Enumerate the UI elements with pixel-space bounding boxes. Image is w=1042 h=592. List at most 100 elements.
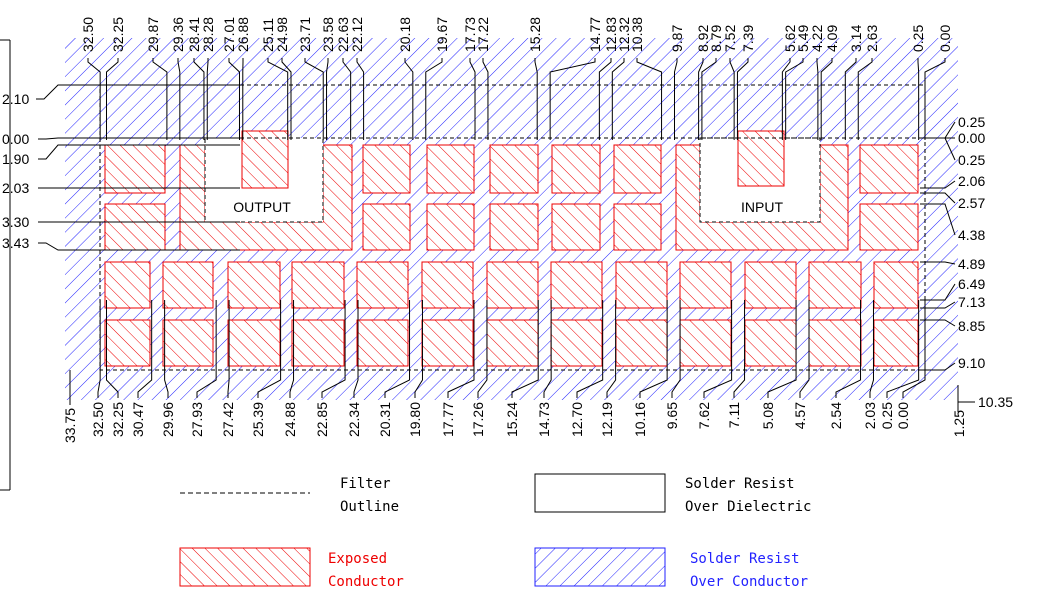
dimension-label: 29.87 [145, 17, 161, 52]
pad [679, 319, 732, 367]
dimension-label: 17.77 [440, 402, 456, 437]
leader-line [356, 58, 365, 140]
dimension-label: 0.25 [879, 402, 895, 429]
pad [362, 203, 411, 251]
leader-line [917, 58, 920, 140]
pad [486, 261, 539, 309]
leader-line [611, 58, 625, 140]
pad [551, 203, 601, 251]
dimension-label: 30.47 [130, 402, 146, 437]
dimension-label: 5.08 [760, 402, 776, 429]
leader-line [543, 300, 552, 398]
port-label: OUTPUT [233, 199, 291, 215]
dimension-label: 2.63 [864, 25, 880, 52]
pad [808, 261, 862, 309]
leader-line [105, 58, 119, 140]
leader-line [576, 300, 604, 398]
dimension-label: 10.38 [629, 17, 645, 52]
pad [162, 261, 214, 309]
leader-line [404, 58, 414, 140]
dimension-label: 32.25 [110, 17, 126, 52]
dimension-label: 2.10 [2, 91, 29, 107]
dimension-label: 0.25 [958, 114, 985, 130]
leader-line [342, 58, 352, 140]
leader-line [105, 300, 119, 398]
pad [873, 319, 919, 367]
dimension-label: 9.10 [958, 355, 985, 371]
dimension-label: 3.30 [2, 214, 29, 230]
pad [162, 319, 214, 367]
leader-line [924, 58, 946, 140]
dimension-label: 12.19 [599, 402, 615, 437]
leader-line [606, 300, 617, 398]
pad [227, 261, 281, 309]
dimension-label: 7.13 [958, 294, 985, 310]
dimension-label: 17.73 [462, 17, 478, 52]
dimension-label: 17.26 [470, 402, 486, 437]
dimension-label: 15.24 [504, 402, 520, 437]
leader-line [733, 300, 746, 398]
dimension-label: 4.09 [824, 25, 840, 52]
legend: Filter Outline Solder Resist Over Dielectri… [328, 476, 811, 590]
pad [613, 203, 662, 251]
leader-line [38, 242, 240, 251]
pad [241, 130, 289, 189]
dimension-label: 8.85 [958, 318, 985, 334]
dimension-label: 27.01 [221, 17, 237, 52]
dimension-label: 19.67 [434, 17, 450, 52]
leader-line [671, 300, 681, 398]
leader-line [816, 58, 819, 140]
pad [426, 203, 475, 251]
dimension-label: 7.62 [696, 402, 712, 429]
leader-line [869, 300, 874, 398]
leader-line [844, 58, 857, 140]
pad [104, 144, 166, 194]
dimension-label: 14.77 [587, 17, 603, 52]
leader-line [920, 180, 956, 189]
leader-line [228, 58, 240, 140]
leader-line [511, 300, 539, 398]
dimension-label: 5.49 [795, 25, 811, 52]
legend-label: Solder Resist [685, 476, 795, 492]
dimension-label: 25.11 [260, 18, 276, 52]
leader-line [304, 58, 324, 140]
dimension-label: 4.57 [792, 402, 808, 429]
dimension-label: 26.88 [235, 17, 251, 52]
dimension-label: 7.11 [726, 402, 742, 428]
dimension-label: 27.93 [189, 402, 205, 437]
pad [615, 261, 668, 309]
pad [615, 319, 668, 367]
dimension-label: 9.65 [664, 402, 680, 429]
dimension-label: 0.00 [2, 131, 29, 147]
leader-line [193, 58, 205, 140]
pad [104, 261, 151, 309]
pad [551, 144, 601, 194]
pad [362, 144, 411, 194]
pad [613, 144, 662, 194]
legend-label: Over Conductor [690, 574, 808, 590]
leader-line [38, 144, 240, 160]
dimension-label: 12.70 [569, 402, 585, 437]
leader-line [321, 300, 346, 398]
pad [873, 261, 919, 309]
dimension-label: 20.18 [397, 17, 413, 52]
leader-line [857, 58, 873, 140]
dimension-label: 22.34 [346, 402, 362, 437]
dimension-label: 29.36 [170, 17, 186, 52]
pad [744, 261, 797, 309]
dimension-label: 0.00 [958, 130, 985, 146]
dimension-label: 14.73 [536, 402, 552, 437]
pad [291, 319, 345, 367]
pad [550, 261, 603, 309]
pad [744, 319, 797, 367]
pad [291, 261, 345, 309]
dimension-label: 12.83 [603, 17, 619, 52]
dimension-label: 22.85 [314, 402, 330, 437]
dimension-label: 25.39 [250, 402, 266, 437]
leader-line [639, 300, 668, 398]
dimension-label: 2.03 [862, 402, 878, 429]
dimension-label: 22.63 [335, 17, 351, 52]
leader-line [177, 58, 181, 140]
leader-line [920, 362, 956, 371]
